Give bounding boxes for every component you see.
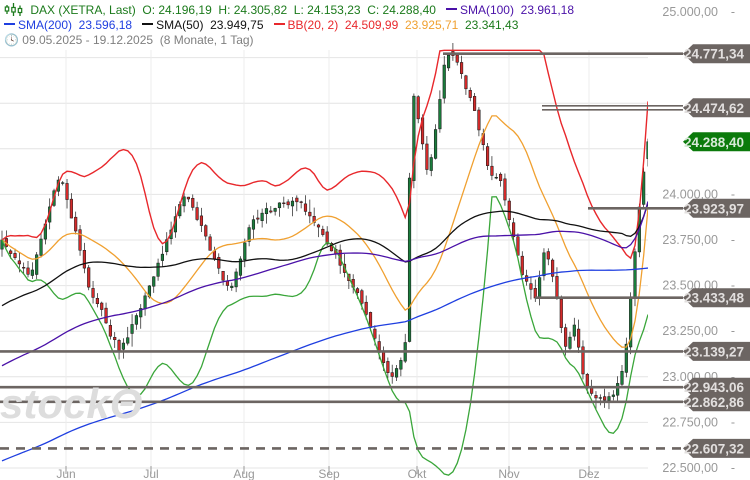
svg-text:Aug: Aug <box>233 467 254 480</box>
svg-text:-: - <box>731 324 735 338</box>
svg-text:22.500,00: 22.500,00 <box>662 461 718 475</box>
svg-text:-: - <box>731 233 735 247</box>
svg-text:Nov: Nov <box>498 467 519 480</box>
svg-text:24.474,62: 24.474,62 <box>684 101 744 116</box>
svg-text:23.433,48: 23.433,48 <box>684 291 745 306</box>
svg-text:Jul: Jul <box>143 467 158 480</box>
svg-text:22.750,00: 22.750,00 <box>662 415 718 429</box>
svg-text:22.607,32: 22.607,32 <box>684 441 744 456</box>
svg-text:23.250,00: 23.250,00 <box>662 324 718 338</box>
svg-text:23.139,27: 23.139,27 <box>684 344 744 359</box>
svg-text:Sep: Sep <box>318 467 340 480</box>
svg-text:23.750,00: 23.750,00 <box>662 233 718 247</box>
svg-text:-: - <box>731 461 735 475</box>
svg-text:Dez: Dez <box>578 467 599 480</box>
svg-text:Okt: Okt <box>408 467 427 480</box>
svg-text:25.000,00: 25.000,00 <box>662 5 718 19</box>
svg-text:-: - <box>731 5 735 19</box>
svg-text:24.771,34: 24.771,34 <box>684 47 745 62</box>
svg-text:24.288,40: 24.288,40 <box>684 135 744 150</box>
svg-text:22.862,86: 22.862,86 <box>684 395 745 410</box>
svg-text:stockΘ: stockΘ <box>0 380 142 427</box>
svg-text:23.923,97: 23.923,97 <box>684 201 744 216</box>
svg-text:Jun: Jun <box>56 467 75 480</box>
svg-text:-: - <box>731 415 735 429</box>
